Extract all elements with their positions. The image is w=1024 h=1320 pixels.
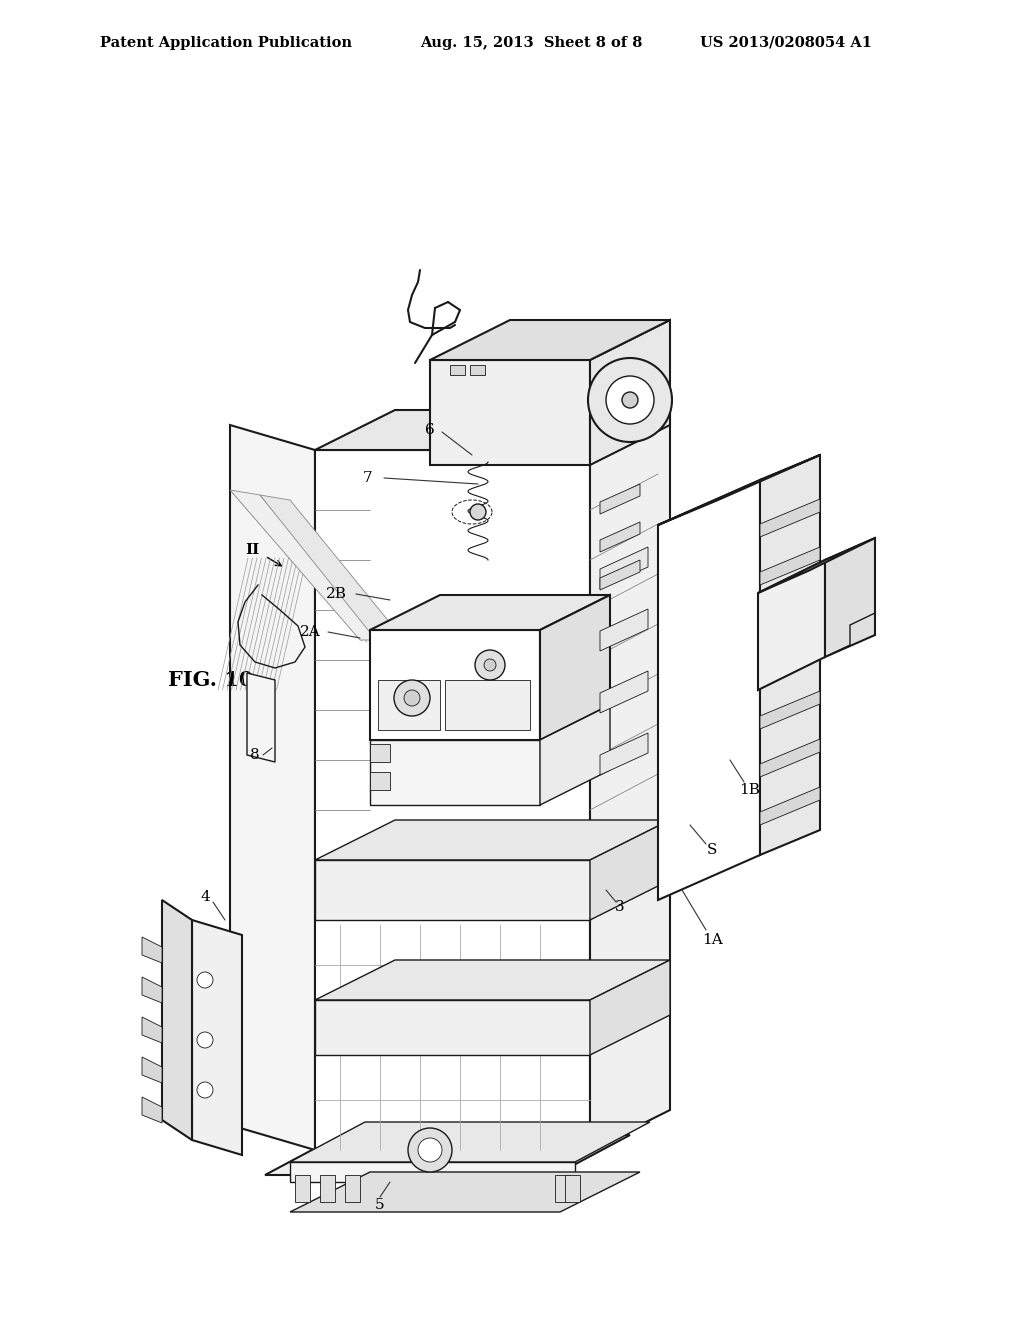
Polygon shape [290, 1162, 575, 1181]
Polygon shape [590, 411, 670, 1150]
Polygon shape [295, 1175, 310, 1203]
Polygon shape [470, 366, 485, 375]
Text: 5: 5 [375, 1199, 385, 1212]
Polygon shape [193, 920, 242, 1155]
Polygon shape [555, 1175, 570, 1203]
Polygon shape [345, 1175, 360, 1203]
Text: 2A: 2A [300, 624, 321, 639]
Circle shape [404, 690, 420, 706]
Polygon shape [600, 546, 648, 589]
Text: II: II [245, 543, 259, 557]
Polygon shape [162, 900, 193, 1140]
Circle shape [606, 376, 654, 424]
Polygon shape [600, 671, 648, 713]
Polygon shape [600, 609, 648, 651]
Circle shape [484, 659, 496, 671]
Polygon shape [760, 787, 820, 825]
Polygon shape [758, 560, 825, 690]
Polygon shape [430, 319, 670, 360]
Polygon shape [565, 1175, 580, 1203]
Polygon shape [825, 539, 874, 657]
Text: 4: 4 [200, 890, 210, 904]
Polygon shape [315, 960, 670, 1001]
Polygon shape [590, 960, 670, 1055]
Polygon shape [315, 450, 590, 1150]
Polygon shape [142, 937, 162, 964]
Polygon shape [265, 1135, 630, 1175]
Text: Aug. 15, 2013  Sheet 8 of 8: Aug. 15, 2013 Sheet 8 of 8 [420, 36, 642, 50]
Polygon shape [315, 411, 670, 450]
Polygon shape [600, 484, 640, 513]
Polygon shape [142, 977, 162, 1003]
Polygon shape [758, 539, 874, 593]
Text: 6: 6 [425, 422, 435, 437]
Polygon shape [230, 425, 315, 1150]
Text: 3: 3 [615, 900, 625, 913]
Polygon shape [760, 595, 820, 634]
Polygon shape [658, 455, 820, 525]
Polygon shape [760, 455, 820, 855]
Polygon shape [315, 861, 590, 920]
Polygon shape [260, 495, 408, 645]
Polygon shape [540, 595, 610, 741]
Circle shape [588, 358, 672, 442]
Polygon shape [600, 521, 640, 552]
Polygon shape [590, 820, 670, 920]
Polygon shape [590, 319, 670, 465]
Circle shape [418, 1138, 442, 1162]
Text: 2B: 2B [326, 587, 346, 601]
Polygon shape [370, 741, 540, 805]
Circle shape [197, 1082, 213, 1098]
Polygon shape [370, 595, 610, 630]
Polygon shape [445, 680, 530, 730]
Polygon shape [230, 490, 380, 640]
Text: 1B: 1B [739, 783, 761, 797]
Polygon shape [142, 1097, 162, 1123]
Polygon shape [315, 1001, 590, 1055]
Polygon shape [760, 546, 820, 585]
Text: 8: 8 [250, 748, 260, 762]
Text: 7: 7 [364, 471, 373, 484]
Polygon shape [315, 820, 670, 861]
Text: 1A: 1A [701, 933, 722, 946]
Polygon shape [247, 673, 275, 762]
Polygon shape [760, 499, 820, 537]
Circle shape [622, 392, 638, 408]
Polygon shape [370, 772, 390, 789]
Text: US 2013/0208054 A1: US 2013/0208054 A1 [700, 36, 872, 50]
Polygon shape [430, 360, 590, 465]
Circle shape [470, 504, 486, 520]
Polygon shape [760, 690, 820, 729]
Polygon shape [760, 643, 820, 681]
Circle shape [475, 649, 505, 680]
Polygon shape [540, 705, 610, 805]
Circle shape [197, 972, 213, 987]
Polygon shape [142, 1016, 162, 1043]
Polygon shape [290, 1122, 650, 1162]
Polygon shape [370, 630, 540, 741]
Polygon shape [142, 1057, 162, 1082]
Polygon shape [600, 733, 648, 775]
Polygon shape [760, 739, 820, 777]
Text: FIG. 10: FIG. 10 [168, 671, 253, 690]
Polygon shape [319, 1175, 335, 1203]
Polygon shape [450, 366, 465, 375]
Polygon shape [378, 680, 440, 730]
Circle shape [197, 1032, 213, 1048]
Polygon shape [290, 1172, 640, 1212]
Polygon shape [600, 560, 640, 590]
Polygon shape [370, 744, 390, 762]
Text: Patent Application Publication: Patent Application Publication [100, 36, 352, 50]
Text: S: S [707, 843, 717, 857]
Circle shape [394, 680, 430, 715]
Polygon shape [658, 480, 760, 900]
Circle shape [408, 1129, 452, 1172]
